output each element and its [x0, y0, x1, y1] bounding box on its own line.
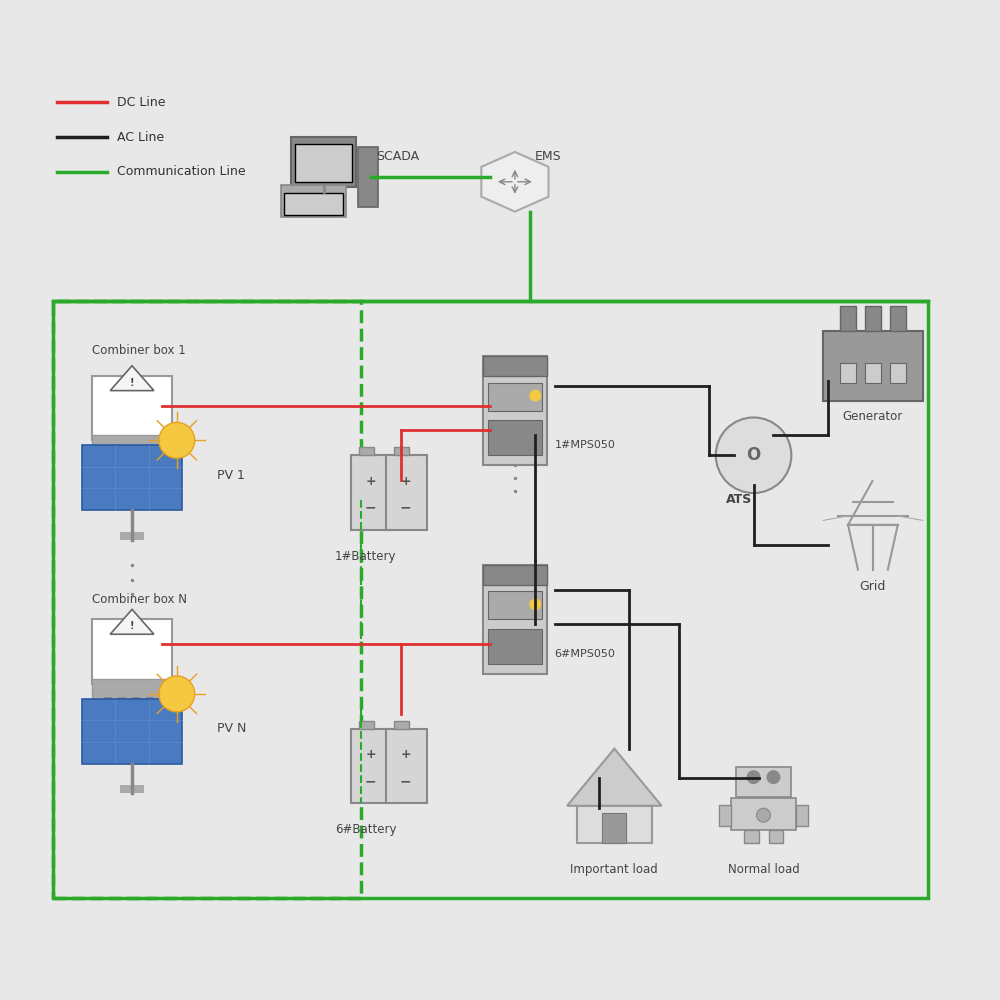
Bar [796, 805, 808, 826]
Bar [118, 453, 126, 463]
Text: −: − [365, 774, 377, 788]
Bar [359, 721, 374, 729]
FancyBboxPatch shape [488, 383, 542, 410]
FancyBboxPatch shape [386, 729, 427, 803]
Bar [865, 363, 881, 383]
FancyBboxPatch shape [483, 565, 547, 585]
Circle shape [767, 770, 780, 784]
FancyBboxPatch shape [82, 699, 182, 764]
Bar [394, 447, 409, 455]
Text: 1#MPS050: 1#MPS050 [555, 440, 616, 450]
Bar [120, 785, 144, 793]
Bar [146, 453, 154, 463]
Text: 1#Battery: 1#Battery [335, 550, 396, 563]
FancyBboxPatch shape [488, 629, 542, 664]
Bar [719, 805, 731, 826]
Bar [160, 697, 168, 707]
Bar [104, 453, 112, 463]
Bar [769, 830, 783, 843]
FancyBboxPatch shape [295, 144, 352, 182]
FancyBboxPatch shape [92, 376, 172, 440]
Text: ATS: ATS [726, 493, 752, 506]
Bar [118, 697, 126, 707]
Text: EMS: EMS [535, 150, 561, 163]
Circle shape [757, 808, 770, 822]
Text: AC Line: AC Line [117, 131, 164, 144]
Circle shape [159, 676, 195, 712]
FancyBboxPatch shape [488, 420, 542, 455]
Bar [890, 306, 906, 331]
Text: −: − [400, 774, 411, 788]
Bar [840, 306, 856, 331]
Text: +: + [400, 475, 411, 488]
Bar [744, 830, 759, 843]
Text: SCADA: SCADA [376, 150, 419, 163]
FancyBboxPatch shape [483, 356, 547, 376]
FancyBboxPatch shape [284, 193, 343, 215]
FancyBboxPatch shape [351, 455, 392, 530]
Polygon shape [567, 749, 662, 806]
Text: PV N: PV N [217, 722, 246, 735]
FancyBboxPatch shape [92, 619, 172, 684]
FancyBboxPatch shape [351, 729, 392, 803]
Text: Combiner box N: Combiner box N [92, 593, 187, 606]
Circle shape [716, 417, 791, 493]
Bar [104, 697, 112, 707]
FancyBboxPatch shape [823, 331, 923, 401]
FancyBboxPatch shape [386, 455, 427, 530]
Circle shape [529, 390, 541, 402]
FancyBboxPatch shape [483, 356, 547, 465]
Bar [890, 363, 906, 383]
Text: +: + [365, 475, 376, 488]
FancyBboxPatch shape [577, 806, 652, 843]
Text: −: − [365, 500, 377, 514]
Text: O: O [746, 446, 761, 464]
FancyBboxPatch shape [92, 679, 172, 704]
FancyBboxPatch shape [92, 435, 172, 460]
Text: !: ! [130, 378, 134, 388]
Bar [731, 798, 796, 830]
Text: +: + [400, 748, 411, 761]
Text: 6#MPS050: 6#MPS050 [555, 649, 616, 659]
Bar [146, 697, 154, 707]
Bar [359, 447, 374, 455]
Bar [160, 453, 168, 463]
FancyBboxPatch shape [483, 565, 547, 674]
Text: PV 1: PV 1 [217, 469, 244, 482]
FancyBboxPatch shape [358, 147, 378, 207]
Text: Normal load: Normal load [728, 863, 799, 876]
FancyBboxPatch shape [82, 445, 182, 510]
Bar [840, 363, 856, 383]
Text: DC Line: DC Line [117, 96, 166, 109]
Circle shape [747, 770, 761, 784]
Text: Grid: Grid [860, 580, 886, 593]
FancyBboxPatch shape [291, 137, 356, 187]
Bar [120, 532, 144, 540]
Polygon shape [110, 609, 154, 634]
Text: +: + [365, 748, 376, 761]
Bar [736, 767, 791, 797]
FancyBboxPatch shape [488, 591, 542, 619]
Text: −: − [400, 500, 411, 514]
Text: Generator: Generator [843, 410, 903, 424]
Text: 6#Battery: 6#Battery [335, 823, 396, 836]
Circle shape [159, 422, 195, 458]
Text: Important load: Important load [570, 863, 658, 876]
Bar [132, 697, 140, 707]
Polygon shape [110, 366, 154, 391]
Text: Communication Line: Communication Line [117, 165, 246, 178]
FancyBboxPatch shape [281, 185, 346, 217]
Bar [865, 306, 881, 331]
Polygon shape [481, 152, 549, 212]
Text: Combiner box 1: Combiner box 1 [92, 344, 186, 357]
Bar [132, 453, 140, 463]
Circle shape [529, 598, 541, 610]
Bar [602, 813, 626, 843]
Text: !: ! [130, 621, 134, 631]
Bar [394, 721, 409, 729]
Bar [311, 191, 337, 199]
